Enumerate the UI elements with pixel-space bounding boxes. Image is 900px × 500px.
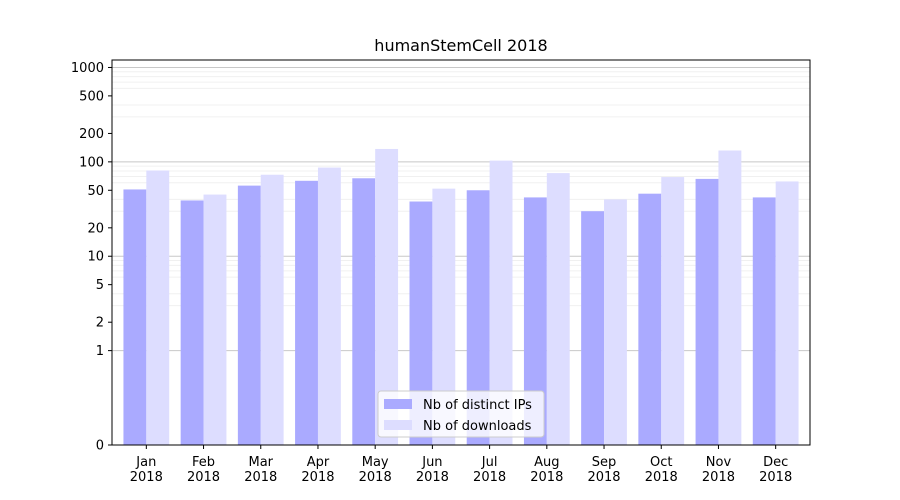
x-tick-label: Apr 2018 <box>301 455 334 485</box>
bar-distinct-ips <box>695 178 719 445</box>
bar-downloads <box>432 188 456 445</box>
x-tick-label: Oct 2018 <box>645 455 678 485</box>
y-tick-label: 10 <box>87 250 104 265</box>
bar-downloads <box>375 148 399 445</box>
legend-swatch <box>384 420 412 430</box>
bar-distinct-ips <box>352 178 376 445</box>
bar-downloads <box>546 173 570 446</box>
bar-distinct-ips <box>180 200 204 445</box>
y-tick-label: 20 <box>87 221 104 236</box>
legend-label: Nb of downloads <box>423 419 532 434</box>
legend-box <box>377 390 545 438</box>
chart-title: humanStemCell 2018 <box>374 36 547 55</box>
bar-downloads <box>146 170 170 445</box>
y-tick-label: 5 <box>96 278 104 293</box>
y-tick-label: 1000 <box>71 61 104 76</box>
x-tick-label: Jan 2018 <box>130 455 163 485</box>
x-tick-label: Nov 2018 <box>702 455 735 485</box>
grid-lines <box>112 66 810 352</box>
y-tick-label: 500 <box>79 89 104 104</box>
legend-label: Nb of distinct IPs <box>423 398 532 413</box>
y-tick-label: 100 <box>79 155 104 170</box>
bar-distinct-ips <box>752 197 776 445</box>
bar-distinct-ips <box>123 189 147 445</box>
bar-downloads <box>317 167 341 445</box>
bar-distinct-ips <box>295 180 318 445</box>
y-tick-label: 0 <box>96 439 104 454</box>
bar-downloads <box>604 199 627 445</box>
y-tick-label: 200 <box>79 127 104 142</box>
bar-distinct-ips <box>409 201 433 445</box>
x-tick-label: May 2018 <box>359 455 392 485</box>
x-tick-label: Mar 2018 <box>244 455 277 485</box>
bars <box>123 148 799 446</box>
bar-downloads <box>775 181 799 445</box>
legend-swatch <box>384 399 412 409</box>
bar-downloads <box>260 174 284 445</box>
x-tick-label: Sep 2018 <box>587 455 620 485</box>
plot-frame <box>111 59 811 446</box>
y-axis: 0 1 2 5 10 20 50 100 200 500 1000 <box>71 61 112 454</box>
x-tick-label: Aug 2018 <box>530 455 563 485</box>
bar-distinct-ips <box>466 190 490 445</box>
bar-downloads <box>489 160 513 445</box>
bar-distinct-ips <box>237 185 261 445</box>
x-tick-label: Dec 2018 <box>759 455 792 485</box>
x-tick-label: Feb 2018 <box>187 455 220 485</box>
y-tick-label: 1 <box>96 344 104 359</box>
x-tick-label: Jul 2018 <box>473 455 506 485</box>
bar-downloads <box>661 177 685 445</box>
bar-distinct-ips <box>638 193 662 445</box>
bar-distinct-ips <box>581 211 605 445</box>
y-tick-label: 50 <box>87 184 104 199</box>
legend: Nb of distinct IPs Nb of downloads <box>377 390 545 438</box>
bar-downloads <box>203 194 227 445</box>
bar-distinct-ips <box>523 197 547 445</box>
bar-downloads <box>718 150 742 445</box>
y-tick-label: 2 <box>96 316 104 331</box>
x-tick-label: Jun 2018 <box>416 455 449 485</box>
x-axis: Jan 2018 Feb 2018 Mar 2018 Apr 2018 May 2018 Jun 20… <box>130 445 792 485</box>
